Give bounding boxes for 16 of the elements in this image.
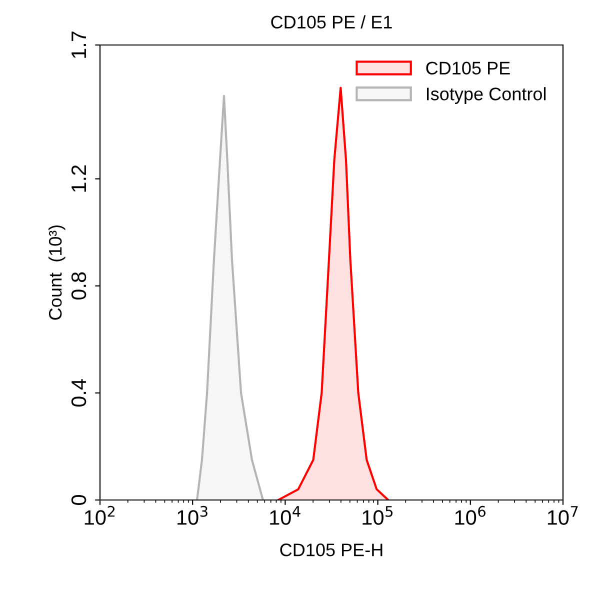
legend-label: CD105 PE <box>426 62 510 75</box>
x-tick-label: 10$^{6}$ <box>455 506 486 525</box>
x-tick-label: 10$^{5}$ <box>362 506 393 525</box>
x-tick-label: 10$^{4}$ <box>270 506 300 525</box>
y-tick-label: 0.4 <box>71 379 86 407</box>
x-axis-title: CD105 PE-H <box>280 544 382 556</box>
x-tick-label: 10$^{7}$ <box>548 506 578 525</box>
y-axis-title: Count (10³) <box>48 225 66 320</box>
x-tick-label: 10$^{3}$ <box>178 506 208 525</box>
y-tick-label: 1.2 <box>71 165 86 192</box>
legend-label: Isotype Control <box>426 87 546 104</box>
y-tick-label: 0 <box>71 495 86 505</box>
x-tick-label: 10$^{2}$ <box>84 506 115 525</box>
chart-title: CD105 PE / E1 <box>271 15 392 29</box>
y-tick-label: 1.7 <box>72 32 86 58</box>
y-tick-label: 0.8 <box>71 272 86 300</box>
